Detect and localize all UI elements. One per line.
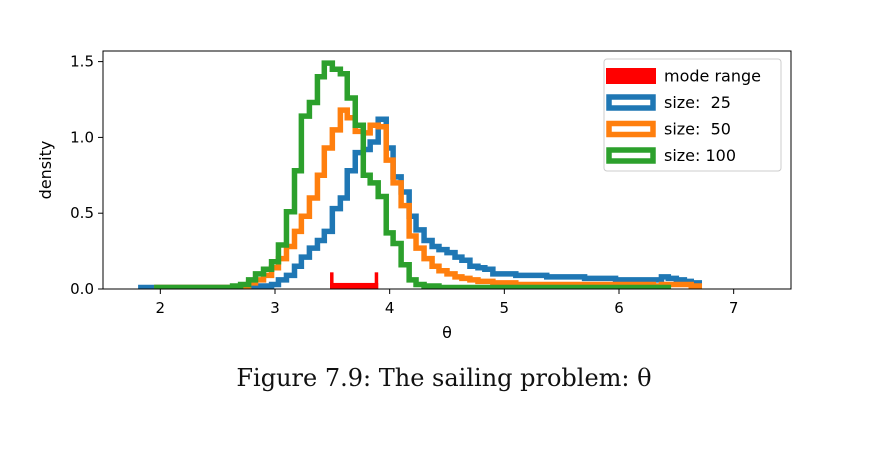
x-tick-label: 6 (614, 299, 624, 317)
histogram-series-2 (154, 107, 703, 289)
legend-swatch-1 (606, 94, 656, 111)
legend-swatch-2 (606, 120, 656, 138)
y-tick-label: 0.0 (70, 280, 94, 298)
legend-box (603, 58, 782, 172)
mode-range-bar (330, 282, 379, 289)
y-tick-label: 1.5 (70, 53, 94, 71)
x-axis: 2 3 4 5 6 7 (156, 289, 739, 317)
legend-label: size: 50 (664, 120, 731, 139)
histogram-series-1 (138, 116, 703, 289)
legend-swatch-3 (606, 147, 656, 164)
figure-caption: Figure 7.9: The sailing problem: θ (236, 364, 652, 392)
legend: mode range size: 25 size: 50 size: 100 (603, 58, 782, 172)
x-axis-label: θ (442, 323, 452, 342)
legend-label: mode range (664, 67, 761, 86)
x-tick-label: 2 (156, 299, 166, 317)
legend-label: size: 25 (664, 93, 731, 112)
histogram-series-3 (154, 60, 672, 289)
plot-frame (102, 50, 792, 290)
y-tick-label: 0.5 (70, 204, 94, 222)
x-tick-label: 7 (729, 299, 739, 317)
mode-range-left-end (330, 272, 334, 289)
y-axis: 0.0 0.5 1.0 1.5 (70, 53, 103, 298)
mode-range-right-end (374, 272, 379, 289)
series-layer (138, 60, 703, 289)
y-tick-label: 1.0 (70, 128, 94, 146)
histogram-chart: 2 3 4 5 6 7 0.0 0.5 1.0 1.5 θ density mode range… (36, 50, 792, 342)
x-tick-label: 5 (500, 299, 510, 317)
x-tick-label: 3 (270, 299, 280, 317)
x-tick-label: 4 (385, 299, 395, 317)
legend-swatch-mode-range (606, 68, 656, 84)
y-axis-label: density (36, 141, 55, 200)
legend-label: size: 100 (664, 146, 736, 165)
